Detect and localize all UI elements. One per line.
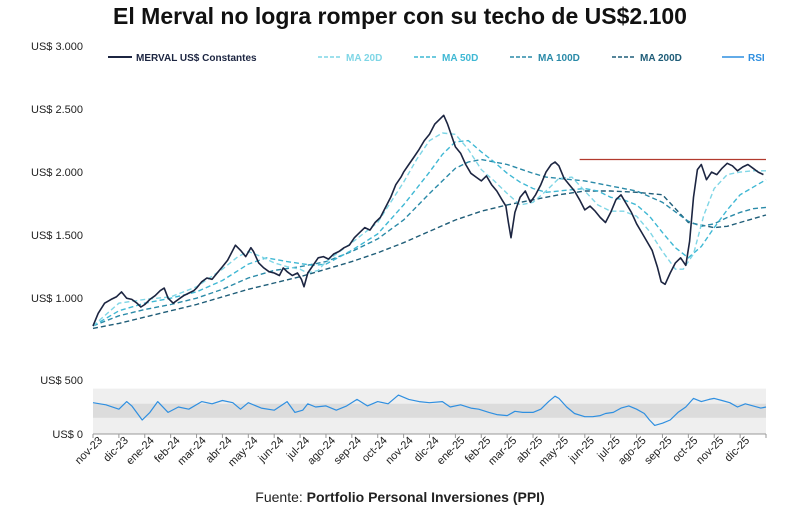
rsi-tick-label: US$ 0	[52, 429, 83, 441]
y-tick-label: US$ 2.000	[31, 167, 83, 179]
legend-label-ma50: MA 50D	[442, 53, 478, 64]
ma50-line	[92, 139, 767, 327]
legend-label-ma100: MA 100D	[538, 53, 580, 64]
source-label: Fuente:	[255, 489, 303, 505]
y-tick-label: US$ 1.000	[31, 293, 83, 305]
legend-item-rsi: RSI	[722, 53, 765, 64]
x-tick-label: ene-24	[124, 435, 157, 468]
legend-label-ma20: MA 20D	[346, 53, 382, 64]
legend-label-ma200: MA 200D	[640, 53, 682, 64]
axes: US$ 1.000 US$ 1.500 US$ 2.000 US$ 2.500 US$ …	[31, 41, 767, 441]
legend-item-ma20: MA 20D	[318, 53, 382, 64]
source-caption: Fuente: Portfolio Personal Inversiones (…	[0, 489, 800, 505]
ma20-line	[92, 132, 766, 327]
x-tick-label: ago-25	[616, 435, 649, 468]
y-tick-label: US$ 1.500	[31, 230, 83, 242]
chart-title: El Merval no logra romper con su techo d…	[113, 3, 687, 29]
source-name: Portfolio Personal Inversiones (PPI)	[306, 489, 545, 505]
x-tick-label: ago-24	[305, 435, 338, 468]
rsi-panel	[93, 388, 766, 434]
ma200-line	[92, 190, 767, 330]
x-tick-label: nov-24	[383, 435, 415, 467]
moving-average-lines	[92, 132, 767, 330]
x-tick-label: mar-24	[176, 435, 209, 468]
x-tick-label: jun-25	[566, 435, 597, 466]
y-tick-label: US$ 2.500	[31, 104, 83, 116]
legend-item-merval: MERVAL US$ Constantes	[108, 53, 257, 64]
x-tick-label: dic-25	[723, 435, 753, 465]
legend-item-ma50: MA 50D	[414, 53, 478, 64]
legend-label-merval: MERVAL US$ Constantes	[136, 53, 257, 64]
x-tick-label: ene-25	[435, 435, 468, 468]
x-tick-label: jun-24	[255, 435, 286, 466]
x-axis-labels: nov-23dic-23ene-24feb-24mar-24abr-24may-…	[73, 435, 752, 469]
x-tick-label: mar-25	[486, 435, 519, 468]
rsi-neutral-band	[93, 403, 766, 418]
rsi-tick-label: US$ 500	[40, 375, 83, 387]
rsi-line	[92, 394, 767, 426]
legend-label-rsi: RSI	[748, 53, 765, 64]
legend-item-ma200: MA 200D	[612, 53, 682, 64]
x-tick-label: sep-25	[642, 435, 674, 467]
legend-item-ma100: MA 100D	[510, 53, 580, 64]
legend: MERVAL US$ Constantes MA 20D MA 50D MA 100D…	[108, 53, 765, 64]
x-tick-label: nov-25	[694, 435, 726, 467]
merval-lines	[92, 114, 767, 426]
ma100-line	[92, 158, 767, 327]
merval-line	[92, 114, 764, 327]
x-tick-label: sep-24	[332, 435, 364, 467]
y-tick-label: US$ 3.000	[31, 41, 83, 53]
